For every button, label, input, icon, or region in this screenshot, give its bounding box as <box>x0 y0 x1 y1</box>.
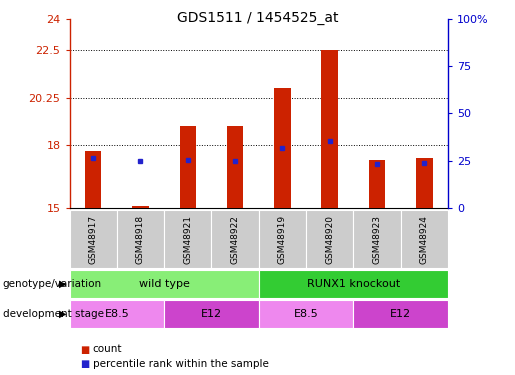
Text: GSM48921: GSM48921 <box>183 214 192 264</box>
Text: E12: E12 <box>390 309 411 319</box>
Text: E12: E12 <box>201 309 222 319</box>
Text: ■: ■ <box>80 359 89 369</box>
Bar <box>353 210 401 268</box>
Text: E8.5: E8.5 <box>105 309 129 319</box>
Text: ▶: ▶ <box>59 279 66 289</box>
Bar <box>85 152 101 208</box>
Bar <box>369 160 385 208</box>
Bar <box>401 210 448 268</box>
Text: count: count <box>93 345 122 354</box>
Bar <box>274 88 291 208</box>
Text: percentile rank within the sample: percentile rank within the sample <box>93 359 269 369</box>
Text: GSM48917: GSM48917 <box>89 214 98 264</box>
Bar <box>306 210 353 268</box>
Bar <box>70 270 259 298</box>
Text: development stage: development stage <box>3 309 104 319</box>
Bar <box>259 270 448 298</box>
Bar <box>212 210 259 268</box>
Bar <box>416 158 433 208</box>
Bar <box>353 300 448 328</box>
Bar <box>164 210 212 268</box>
Bar <box>70 210 117 268</box>
Text: E8.5: E8.5 <box>294 309 318 319</box>
Bar <box>259 210 306 268</box>
Bar <box>321 50 338 208</box>
Text: ▶: ▶ <box>59 309 66 319</box>
Text: RUNX1 knockout: RUNX1 knockout <box>307 279 400 289</box>
Text: GSM48922: GSM48922 <box>231 214 239 264</box>
Text: genotype/variation: genotype/variation <box>3 279 101 289</box>
Text: ■: ■ <box>80 345 89 354</box>
Bar <box>227 126 244 208</box>
Bar <box>164 300 259 328</box>
Bar <box>117 210 164 268</box>
Text: GSM48923: GSM48923 <box>372 214 382 264</box>
Bar <box>70 300 164 328</box>
Text: GSM48918: GSM48918 <box>136 214 145 264</box>
Bar <box>132 206 149 208</box>
Bar <box>180 126 196 208</box>
Text: wild type: wild type <box>139 279 190 289</box>
Text: GSM48919: GSM48919 <box>278 214 287 264</box>
Text: GSM48920: GSM48920 <box>325 214 334 264</box>
Bar <box>259 300 353 328</box>
Text: GSM48924: GSM48924 <box>420 214 429 264</box>
Text: GDS1511 / 1454525_at: GDS1511 / 1454525_at <box>177 11 338 25</box>
